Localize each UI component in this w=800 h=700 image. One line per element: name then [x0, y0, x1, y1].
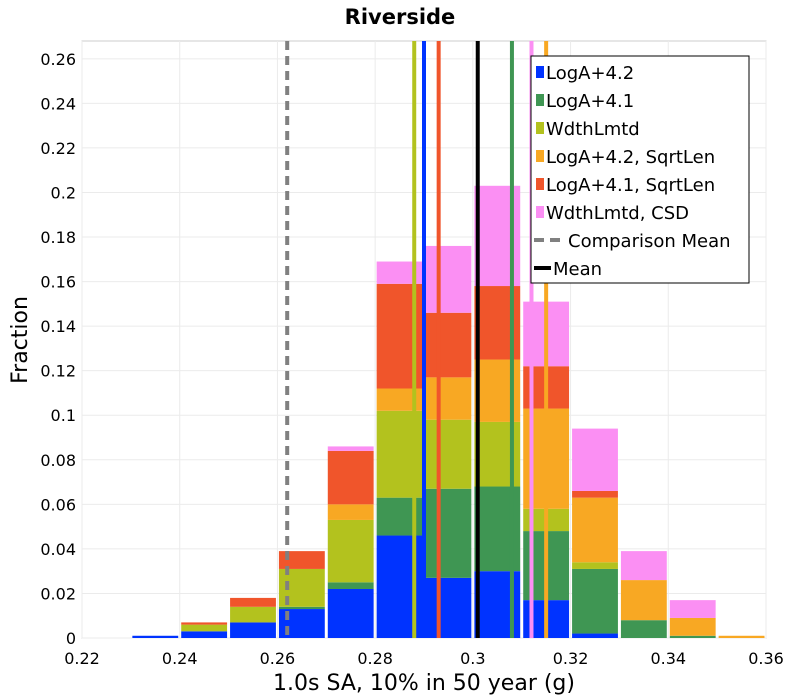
y-tick-label: 0.16 [40, 273, 76, 292]
y-tick-label: 0.18 [40, 228, 76, 247]
legend-swatch [536, 94, 544, 106]
y-tick-label: 0.26 [40, 50, 76, 69]
y-tick-label: 0.02 [40, 584, 76, 603]
bar-segment [327, 504, 374, 520]
bar-segment [181, 624, 228, 632]
bar-segment [620, 620, 667, 638]
y-axis-label: Fraction [8, 296, 33, 384]
bar-segment [376, 388, 423, 411]
bar-segment [425, 377, 472, 420]
bar-segment [572, 562, 618, 569]
bar-segment [572, 428, 618, 491]
bar-segment [425, 245, 472, 313]
x-tick-label: 0.3 [460, 649, 485, 668]
legend-swatch [536, 178, 544, 190]
x-tick-label: 0.32 [553, 649, 589, 668]
legend-label: LogA+4.1, SqrtLen [546, 175, 715, 196]
y-tick-label: 0.1 [51, 406, 76, 425]
bar-segment [425, 577, 472, 638]
y-tick-label: 0.14 [40, 317, 76, 336]
legend-label: Mean [553, 259, 602, 280]
x-tick-label: 0.26 [260, 649, 296, 668]
legend-box [530, 55, 750, 284]
bar-segment [327, 519, 374, 583]
bar-segment [327, 582, 374, 589]
legend-swatch [536, 66, 544, 78]
bar-segment [181, 622, 228, 625]
x-tick-label: 0.24 [162, 649, 198, 668]
x-axis-label: 1.0s SA, 10% in 50 year (g) [273, 671, 575, 696]
y-tick-label: 0.12 [40, 362, 76, 381]
legend-label: WdthLmtd [546, 119, 640, 140]
x-tick-label: 0.22 [64, 649, 100, 668]
y-tick-label: 0.24 [40, 94, 76, 113]
bar-segment [230, 622, 276, 638]
bar-segment [230, 606, 276, 623]
bar-segment [425, 488, 472, 578]
bar-segment [718, 635, 765, 638]
x-tick-label: 0.28 [357, 649, 393, 668]
bar-segment [425, 312, 472, 378]
legend-swatch [536, 206, 544, 218]
bar-segment [572, 490, 618, 498]
bar-segment [327, 446, 374, 451]
legend-swatch [536, 122, 544, 134]
y-tick-label: 0.06 [40, 495, 76, 514]
y-tick-label: 0.08 [40, 451, 76, 470]
bar-segment [230, 597, 276, 607]
bar-segment [425, 419, 472, 489]
legend-label: Comparison Mean [568, 231, 731, 252]
bar-segment [327, 588, 374, 638]
legend-label: LogA+4.1 [546, 91, 634, 112]
bar-segment [669, 635, 716, 638]
y-tick-label: 0.22 [40, 139, 76, 158]
y-tick-label: 0.2 [51, 183, 76, 202]
x-tick-label: 0.36 [748, 649, 784, 668]
bar-segment [620, 580, 667, 621]
bar-segment [669, 617, 716, 636]
legend-label: WdthLmtd, CSD [546, 203, 689, 224]
bar-segment [669, 600, 716, 618]
bar-segment [572, 568, 618, 634]
legend-label: LogA+4.2 [546, 63, 634, 84]
legend-swatch [536, 150, 544, 162]
y-tick-label: 0 [66, 629, 76, 648]
bar-segment [132, 635, 179, 638]
chart-title: Riverside [345, 5, 456, 29]
bar-segment [278, 551, 325, 569]
legend-label: LogA+4.2, SqrtLen [546, 147, 715, 168]
bar-segment [620, 551, 667, 581]
bar-segment [572, 497, 618, 563]
x-axis-ticks: 0.22 0.24 0.26 0.28 0.3 0.32 0.34 0.36 [64, 649, 784, 668]
y-axis-ticks: 0 0.02 0.04 0.06 0.08 0.1 0.12 0.14 0.16 0.18 0.2 0… [40, 50, 76, 648]
bar-segment [572, 633, 618, 638]
bar-segment [376, 261, 423, 284]
bar-segment [327, 450, 374, 505]
y-tick-label: 0.04 [40, 540, 76, 559]
bar-segment [278, 606, 325, 610]
x-tick-label: 0.34 [650, 649, 686, 668]
bar-segment [181, 631, 228, 638]
legend: LogA+4.2 LogA+4.1 WdthLmtd LogA+4.2, SqrtLe… [530, 55, 750, 284]
